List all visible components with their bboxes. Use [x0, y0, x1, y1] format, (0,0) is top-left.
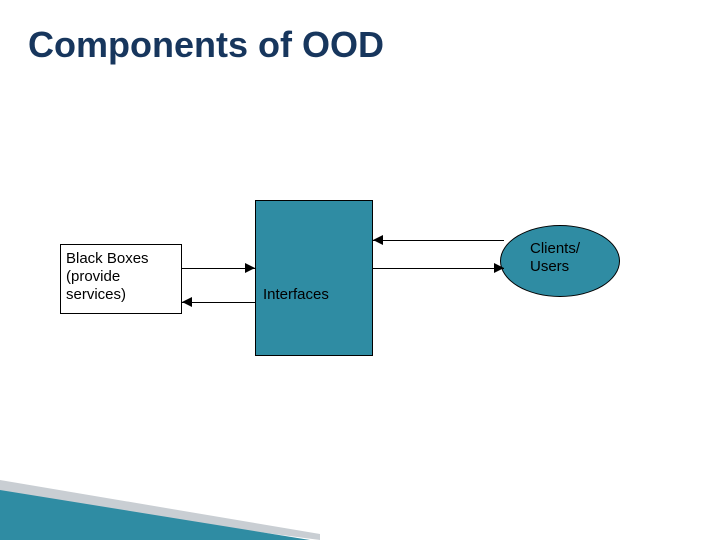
slide-title: Components of OOD — [28, 24, 384, 66]
arrow-left-icon — [373, 235, 383, 245]
arrow-right-icon — [494, 263, 504, 273]
arrow-left-icon — [182, 297, 192, 307]
node-clients-label: Clients/ Users — [530, 240, 580, 276]
edge-line — [373, 240, 504, 241]
slide: { "title": { "text": "Components of OOD"… — [0, 0, 720, 540]
edge-line — [182, 302, 255, 303]
corner-decor — [0, 460, 360, 540]
edge-line — [373, 268, 504, 269]
node-interfaces — [255, 200, 373, 356]
node-interfaces-label: Interfaces — [263, 286, 329, 304]
node-black-boxes-label: Black Boxes (provide services) — [66, 250, 149, 304]
decor-teal — [0, 490, 310, 540]
arrow-right-icon — [245, 263, 255, 273]
